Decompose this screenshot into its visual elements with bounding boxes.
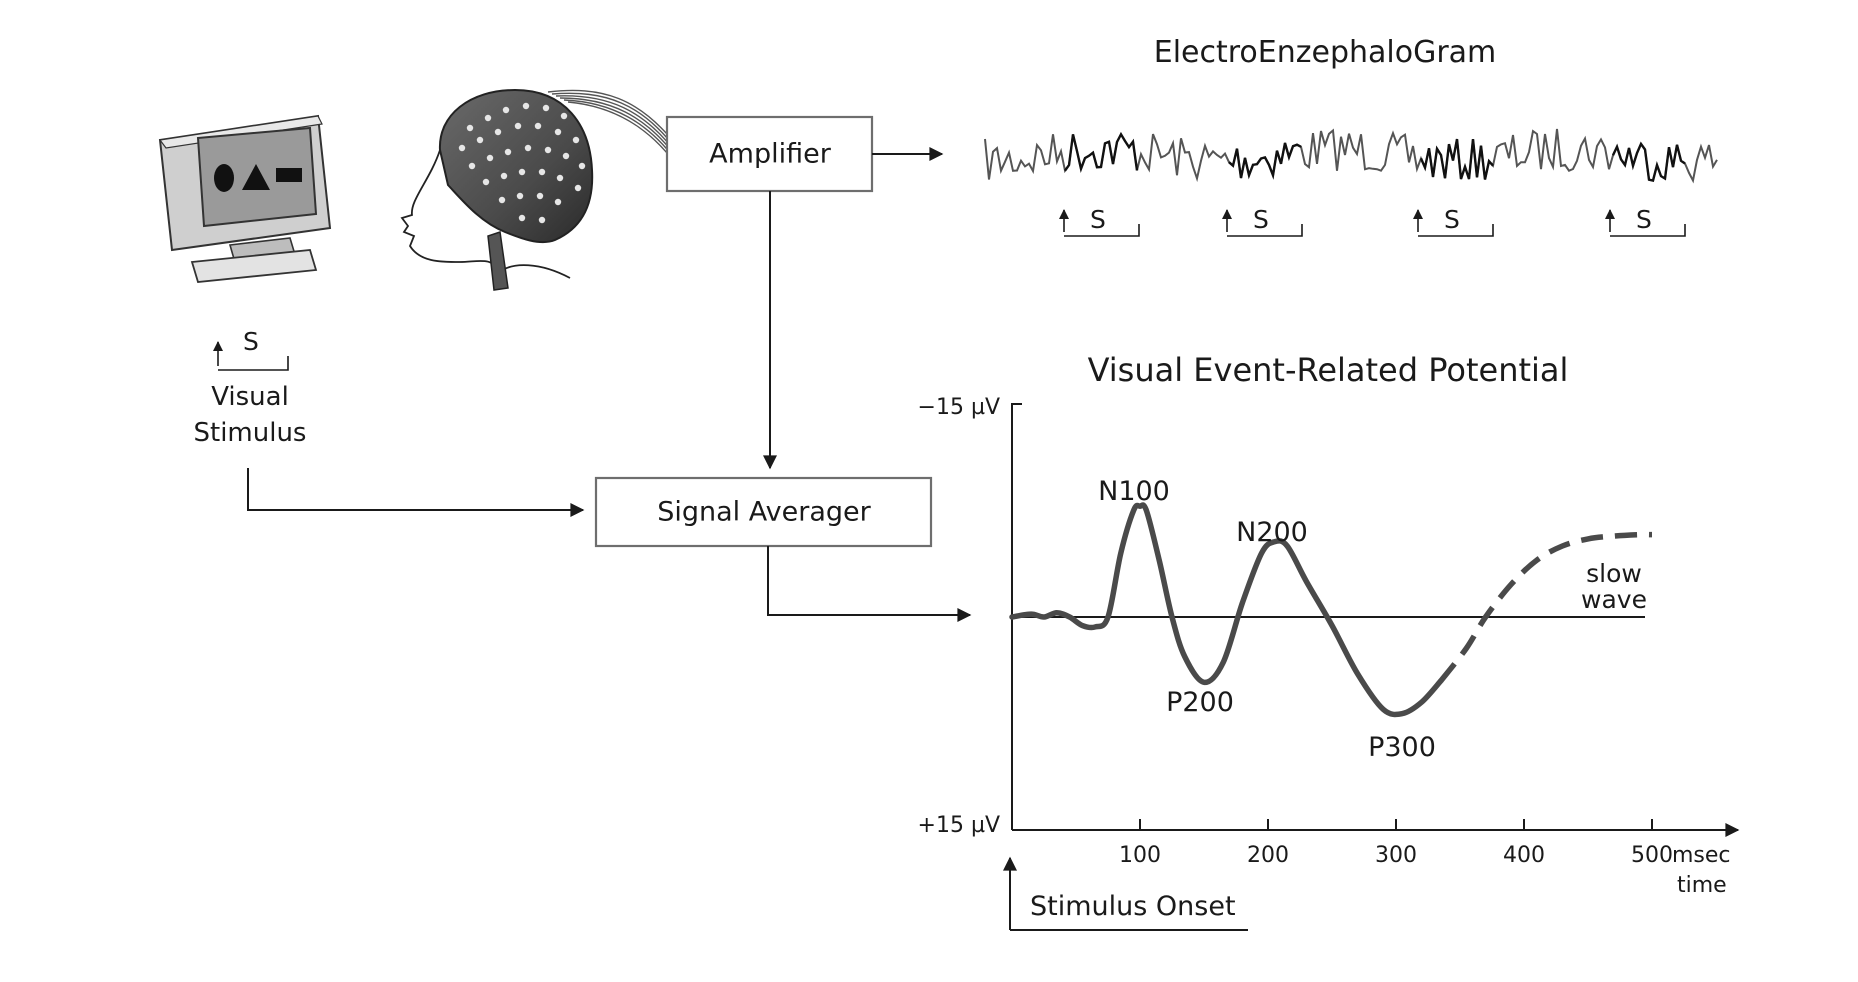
head-with-eeg-cap-icon — [400, 88, 681, 291]
erp-series-line — [1009, 502, 1444, 718]
peak-label-n200: N200 — [1236, 517, 1308, 548]
peak-label-p200: P200 — [1166, 687, 1234, 718]
signal-averager-box — [594, 476, 933, 548]
eeg-stimulus-s-4: S — [1636, 205, 1652, 234]
x-tick-label: 200 — [1247, 843, 1289, 868]
x-tick-label: 500 — [1631, 843, 1673, 868]
stimulus-to-averager-arrow — [247, 468, 585, 517]
x-axis-ticks: 100 200 300 400 500 — [1119, 819, 1673, 868]
x-tick-label: 400 — [1503, 843, 1545, 868]
eeg-stimulus-marker-2: S — [1222, 205, 1303, 237]
eeg-stimulus-s-1: S — [1090, 205, 1106, 234]
rectangle-shape-icon — [276, 168, 302, 182]
erp-chart: Visual Event-Related Potential −15 µV +1… — [918, 351, 1740, 931]
averager-to-erp-arrow — [767, 546, 972, 622]
y-axis-top-label: −15 µV — [918, 395, 1000, 420]
peak-label-slow: slow — [1586, 559, 1642, 588]
erp-series-line-dashed — [1438, 531, 1653, 683]
triangle-shape-icon — [242, 164, 270, 190]
x-tick-label: 300 — [1375, 843, 1417, 868]
eeg-stimulus-marker-1: S — [1059, 205, 1140, 237]
eeg-trace-highlight — [1064, 131, 1686, 183]
y-axis — [1011, 403, 1022, 830]
circle-shape-icon — [214, 164, 234, 192]
stimulus-onset-label: Stimulus Onset — [1030, 891, 1236, 922]
visual-stimulus-marker: S — [213, 327, 289, 371]
visual-stimulus-label-line2: Stimulus — [194, 418, 307, 448]
visual-stimulus-s: S — [243, 327, 259, 356]
x-tick-label: 100 — [1119, 843, 1161, 868]
visual-stimulus-label-line1: Visual — [211, 382, 289, 412]
peak-label-n100: N100 — [1098, 476, 1170, 507]
signal-averager-label: Signal Averager — [657, 497, 871, 528]
peak-label-p300: P300 — [1368, 732, 1436, 763]
x-axis-unit: msec — [1672, 843, 1731, 868]
y-axis-bottom-label: +15 µV — [918, 813, 1000, 838]
x-axis-label: time — [1677, 873, 1727, 898]
peak-label-wave: wave — [1581, 585, 1647, 614]
stimulus-onset-marker: Stimulus Onset — [1003, 856, 1248, 931]
erp-series — [1009, 502, 1653, 718]
eeg-stimulus-marker-3: S — [1413, 205, 1494, 237]
eeg-stimulus-s-2: S — [1253, 205, 1269, 234]
computer-monitor-icon — [158, 114, 332, 283]
eeg-stimulus-s-3: S — [1444, 205, 1460, 234]
chart-title: Visual Event-Related Potential — [1088, 351, 1569, 389]
eeg-stimulus-marker-4: S — [1605, 205, 1686, 237]
amplifier-label: Amplifier — [709, 139, 832, 170]
eeg-title: ElectroEnzephaloGram — [1154, 35, 1497, 70]
